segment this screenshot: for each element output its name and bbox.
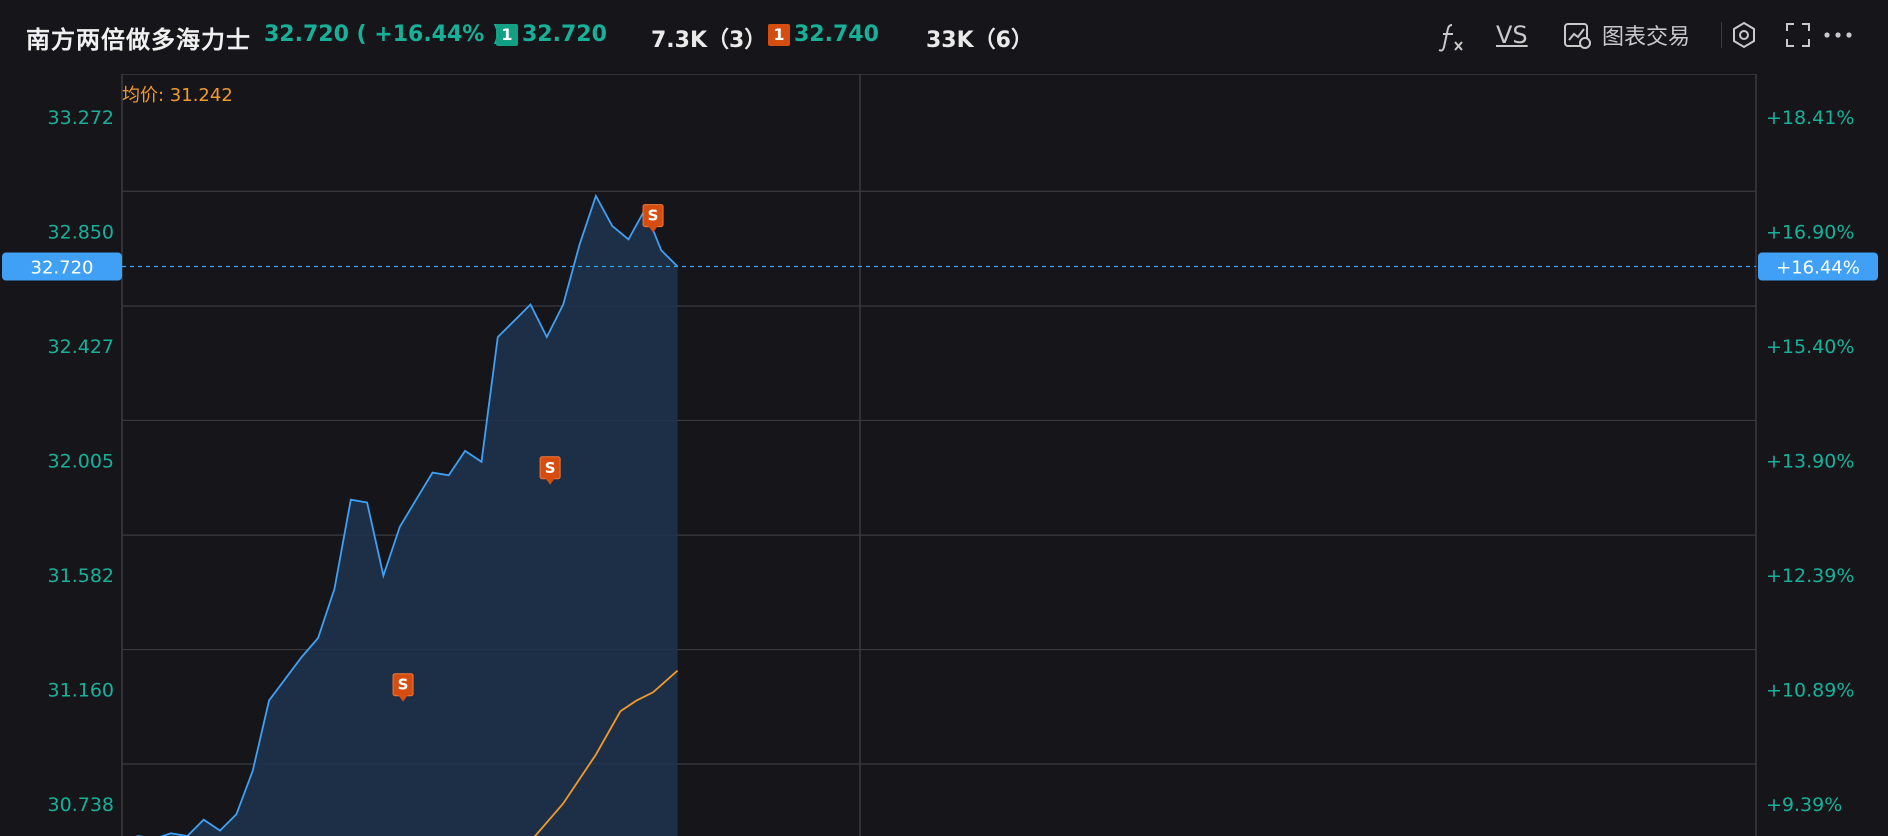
y-tick-left: 30.738 bbox=[48, 794, 114, 816]
chart-canvas[interactable]: 33.272 +18.41% 32.850 +16.90% 32.427 +15.40% 3… bbox=[0, 74, 1888, 836]
y-axes: 33.272 +18.41% 32.850 +16.90% 32.427 +15.40% 3… bbox=[48, 107, 1855, 816]
current-change-badge-right bbox=[1758, 252, 1878, 281]
y-tick-left: 31.160 bbox=[48, 680, 114, 702]
trade-markers: S S S bbox=[392, 204, 664, 702]
chart-trade-button[interactable]: 图表交易 bbox=[1562, 14, 1690, 56]
bid-level-tag: 1 bbox=[496, 23, 518, 46]
y-tick-left: 31.582 bbox=[48, 565, 114, 587]
toolbar-divider bbox=[1721, 22, 1722, 48]
fullscreen-icon bbox=[1786, 23, 1810, 47]
sell-marker-pointer bbox=[648, 225, 659, 233]
y-tick-left: 33.272 bbox=[48, 107, 114, 129]
ask-level: 1 32.740 bbox=[768, 22, 879, 47]
y-tick-right: +13.90% bbox=[1766, 450, 1854, 472]
ask-level-tag: 1 bbox=[768, 23, 790, 46]
vs-button[interactable]: VS bbox=[1496, 21, 1528, 49]
y-tick-right: +16.90% bbox=[1766, 221, 1854, 243]
y-tick-right: +12.39% bbox=[1766, 565, 1854, 587]
chart-trade-label: 图表交易 bbox=[1602, 25, 1691, 50]
ask-volume: 33K（6） bbox=[926, 28, 1033, 53]
sell-marker: S bbox=[392, 673, 414, 702]
more-icon bbox=[1824, 32, 1852, 38]
sell-marker-label: S bbox=[545, 459, 556, 477]
sell-marker-pointer bbox=[398, 694, 409, 702]
quote-header: 南方两倍做多海力士 32.720 ( +16.44% ) 1 32.720 7.… bbox=[0, 0, 1888, 70]
formula-button[interactable] bbox=[1436, 16, 1466, 58]
price-lines bbox=[135, 193, 679, 836]
bid-price: 32.720 bbox=[522, 22, 607, 47]
chart-trade-icon bbox=[1564, 23, 1591, 49]
price-line bbox=[135, 193, 679, 836]
intraday-chart[interactable]: 33.272 +18.41% 32.850 +16.90% 32.427 +15.40% 3… bbox=[0, 74, 1888, 836]
security-title: 南方两倍做多海力士 bbox=[26, 26, 251, 54]
price-area bbox=[122, 196, 678, 836]
current-price-overlay: 32.720 +16.44% bbox=[2, 252, 1878, 281]
sell-marker-label: S bbox=[648, 207, 659, 225]
bid-level: 1 32.720 bbox=[496, 22, 607, 47]
current-price-label: 32.720 bbox=[31, 258, 94, 279]
fullscreen-button[interactable] bbox=[1784, 14, 1812, 56]
y-tick-right: +9.39% bbox=[1766, 794, 1842, 816]
average-price-line bbox=[533, 669, 679, 836]
sell-marker-pointer bbox=[545, 477, 556, 485]
bid-volume: 7.3K（3） bbox=[651, 28, 767, 53]
fx-icon bbox=[1438, 24, 1463, 52]
sell-marker: S bbox=[642, 204, 664, 233]
y-tick-right: +10.89% bbox=[1766, 680, 1854, 702]
price-change: 32.720 ( +16.44% ) bbox=[264, 22, 503, 47]
settings-icon bbox=[1733, 21, 1755, 49]
price-area-fill bbox=[122, 196, 678, 836]
y-tick-left: 32.850 bbox=[48, 221, 114, 243]
average-price-label: 均价: 31.242 bbox=[122, 85, 233, 106]
y-tick-right: +18.41% bbox=[1766, 107, 1854, 129]
settings-button[interactable] bbox=[1730, 14, 1758, 56]
sell-marker-label: S bbox=[398, 676, 409, 694]
current-change-label: +16.44% bbox=[1776, 258, 1860, 279]
y-tick-left: 32.005 bbox=[48, 450, 114, 472]
ask-price: 32.740 bbox=[794, 22, 879, 47]
y-tick-right: +15.40% bbox=[1766, 336, 1854, 358]
current-price-badge-left bbox=[2, 252, 122, 281]
sell-marker: S bbox=[539, 456, 561, 485]
more-button[interactable] bbox=[1822, 14, 1854, 56]
y-tick-left: 32.427 bbox=[48, 336, 114, 358]
